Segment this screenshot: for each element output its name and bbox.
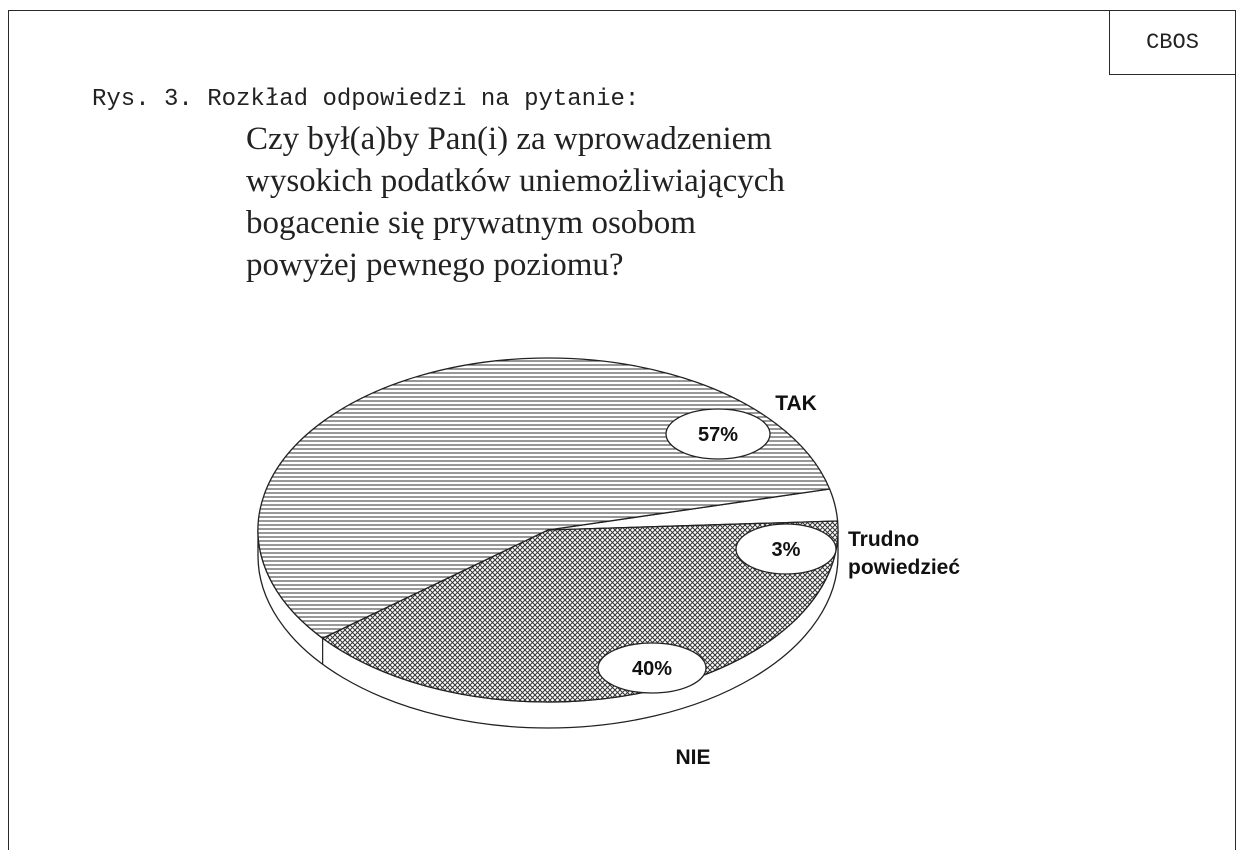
question-line: powyżej pewnego poziomu? bbox=[246, 247, 624, 283]
pct-bubble-trudno bbox=[735, 523, 837, 575]
slice-label-nie: NIE bbox=[675, 746, 710, 769]
slice-label-trudno-line: Trudno bbox=[848, 528, 919, 551]
figure-frame: CBOS bbox=[8, 10, 1236, 850]
pct-bubble-nie-text: 40% bbox=[632, 658, 672, 680]
pct-bubble-nie bbox=[597, 642, 707, 694]
slice-label-trudno-line: powiedzieć bbox=[848, 556, 960, 579]
question-line: wysokich podatków uniemożliwiających bbox=[246, 163, 785, 199]
org-badge: CBOS bbox=[1109, 11, 1235, 75]
pct-bubble-tak-text: 57% bbox=[698, 424, 738, 446]
figure-label: Rys. 3. Rozkład odpowiedzi na pytanie: bbox=[92, 86, 640, 113]
survey-question: Czy był(a)by Pan(i) za wprowadzeniem wys… bbox=[246, 118, 1006, 286]
question-line: bogacenie się prywatnym osobom bbox=[246, 205, 696, 241]
pct-bubble-tak bbox=[665, 408, 771, 460]
slice-label-tak: TAK bbox=[775, 392, 817, 415]
pct-bubble-trudno-text: 3% bbox=[772, 539, 801, 561]
question-line: Czy był(a)by Pan(i) za wprowadzeniem bbox=[246, 121, 772, 157]
